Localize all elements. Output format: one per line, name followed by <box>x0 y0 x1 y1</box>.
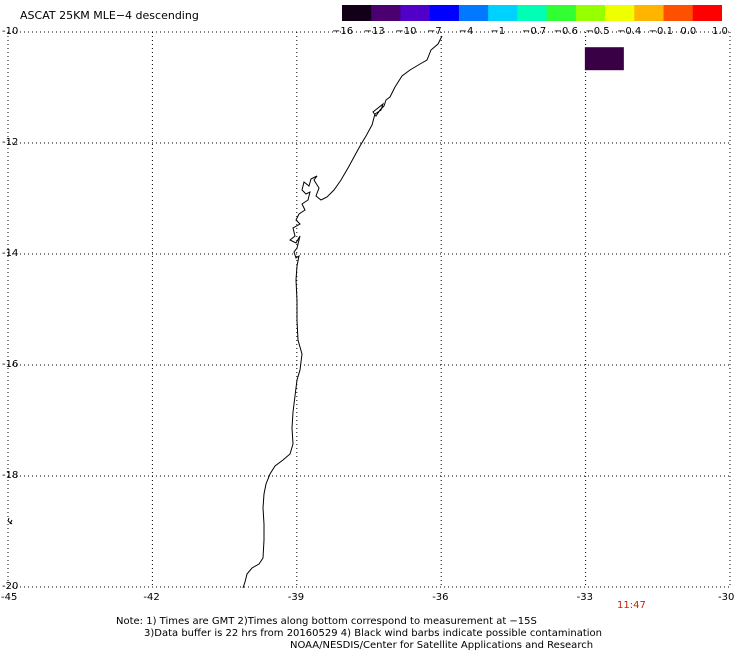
colorbar-segment <box>429 5 460 21</box>
colorbar-segment <box>371 5 401 21</box>
coastline <box>242 35 443 589</box>
longitude-label: -39 <box>287 592 305 603</box>
longitude-label: -42 <box>143 592 160 603</box>
latitude-label: -14 <box>2 248 19 259</box>
colorbar-tick-label: −4 <box>458 26 474 37</box>
latitude-label: -10 <box>2 26 19 37</box>
gridlines <box>7 31 731 588</box>
colorbar-segment <box>488 5 518 21</box>
colorbar-tick-label: 1.0 <box>712 26 728 37</box>
latitude-label: -18 <box>2 470 19 481</box>
wind-barb-small <box>7 517 13 525</box>
colorbar-segment <box>342 5 372 21</box>
longitude-label: -33 <box>576 592 593 603</box>
note-line-3: NOAA/NESDIS/Center for Satellite Applica… <box>290 640 594 651</box>
colorbar-tick-label: −0.5 <box>585 26 610 37</box>
map-title: ASCAT 25KM MLE−4 descending <box>20 9 199 22</box>
colorbar-segment <box>605 5 635 21</box>
longitude-label: -45 <box>1 592 18 603</box>
latitude-label: -16 <box>2 359 19 370</box>
note-line-2: 3)Data buffer is 22 hrs from 20160529 4)… <box>144 628 602 639</box>
longitude-label: -36 <box>432 592 449 603</box>
colorbar-tick-label: −0.7 <box>522 26 547 37</box>
colorbar-segment <box>692 5 722 21</box>
colorbar-segment <box>663 5 694 21</box>
colorbar-segment <box>458 5 489 21</box>
colorbar-tick-label: −10 <box>395 26 417 37</box>
latitude-label: -12 <box>2 137 19 148</box>
colorbar-segment <box>634 5 665 21</box>
time-label: 11:47 <box>617 600 646 611</box>
colorbar-tick-label: −0.6 <box>553 26 578 37</box>
colorbar-segment <box>575 5 606 21</box>
colorbar-tick-label: −13 <box>363 26 385 37</box>
colorbar <box>342 5 722 21</box>
colorbar-tick-label: −0.4 <box>617 26 642 37</box>
colorbar-segment <box>517 5 548 21</box>
colorbar-tick-label: −1 <box>490 26 506 37</box>
measurement-cell <box>584 47 624 71</box>
colorbar-segment <box>546 5 577 21</box>
latitude-label: -20 <box>2 581 19 592</box>
colorbar-tick-label: −7 <box>427 26 442 37</box>
longitude-label: -30 <box>718 592 735 603</box>
colorbar-segment <box>400 5 431 21</box>
note-line-1: Note: 1) Times are GMT 2)Times along bot… <box>116 616 537 627</box>
colorbar-tick-label: −16 <box>332 26 354 37</box>
